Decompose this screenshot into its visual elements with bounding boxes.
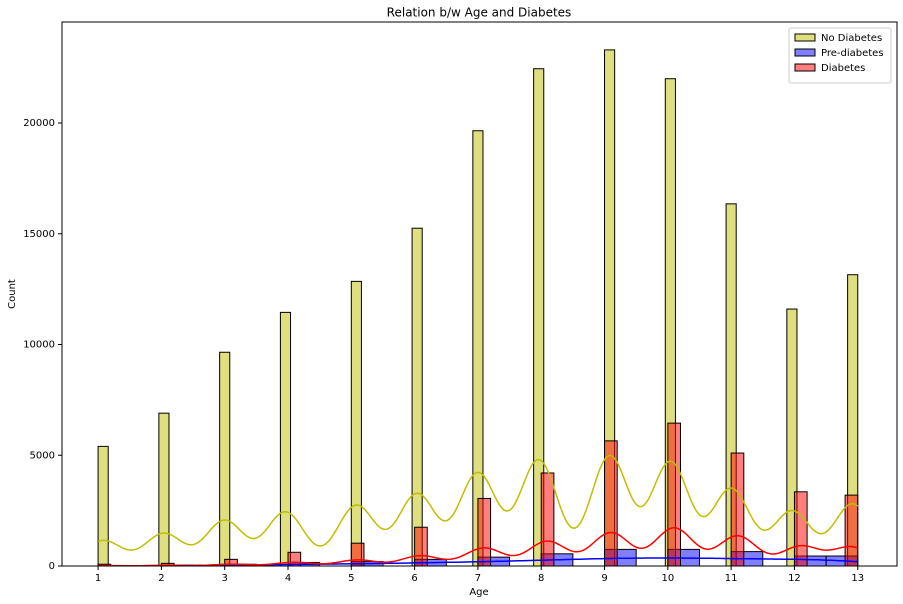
x-tick-label: 8 [538, 573, 544, 584]
histogram-bar [667, 422, 681, 567]
legend-swatch [794, 48, 816, 57]
x-tick-label: 10 [661, 573, 674, 584]
kde-curve [98, 557, 858, 567]
y-tick-label: 10000 [23, 340, 55, 351]
histogram-bar [411, 227, 423, 567]
x-axis-label: Age [469, 587, 488, 598]
histogram-bar [279, 311, 292, 567]
kde-curve [97, 454, 859, 551]
histogram-bar [414, 526, 428, 567]
histogram-bar [793, 491, 808, 567]
x-tick-label: 2 [158, 573, 164, 584]
legend: No Diabetes Pre-diabetes Diabetes [788, 27, 892, 84]
legend-label: No Diabetes [821, 33, 882, 44]
legend-swatch [794, 63, 816, 72]
legend-label: Diabetes [821, 63, 865, 74]
x-tick-label: 9 [601, 573, 607, 584]
chart-title: Relation b/w Age and Diabetes [387, 6, 572, 20]
x-tick-label: 1 [95, 573, 101, 584]
histogram-bar [350, 542, 365, 567]
histogram-bar [350, 280, 362, 567]
x-tick-label: 3 [222, 573, 228, 584]
histogram-bar [158, 412, 170, 567]
x-tick-label: 13 [851, 573, 864, 584]
y-tick-label: 5000 [30, 450, 55, 461]
histogram-bar [730, 452, 745, 567]
histogram-bar [97, 445, 109, 567]
histogram-bar [540, 472, 555, 567]
y-tick-label: 20000 [23, 118, 55, 129]
x-tick-label: 5 [348, 573, 354, 584]
histogram-bar [477, 497, 492, 567]
x-tick-label: 7 [475, 573, 481, 584]
legend-swatch [794, 33, 816, 42]
x-tick-label: 6 [411, 573, 417, 584]
y-tick-label: 15000 [23, 229, 55, 240]
x-tick-label: 12 [788, 573, 801, 584]
histogram-bar [219, 351, 231, 567]
y-axis-label: Count [7, 279, 18, 309]
x-tick-label: 4 [285, 573, 291, 584]
legend-label: Pre-diabetes [821, 48, 884, 59]
x-tick-label: 11 [725, 573, 738, 584]
y-tick-label: 0 [49, 561, 55, 572]
kde-curve [98, 527, 858, 567]
plot-frame [61, 21, 898, 567]
